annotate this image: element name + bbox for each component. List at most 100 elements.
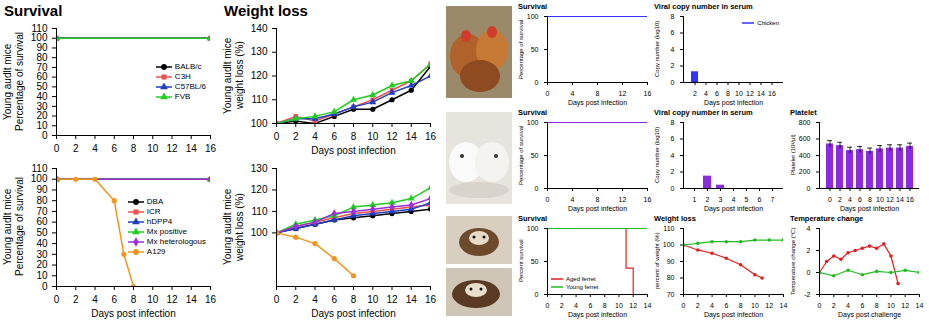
svg-text:0: 0 [274,294,280,305]
svg-text:100: 100 [251,118,268,129]
svg-text:90: 90 [36,184,48,195]
svg-text:Days post infection: Days post infection [311,145,396,156]
svg-text:Days post challenge: Days post challenge [838,311,901,319]
svg-text:50: 50 [531,46,539,53]
svg-text:4: 4 [704,90,708,97]
svg-text:400: 400 [799,152,811,159]
svg-text:Days post infection: Days post infection [704,311,763,319]
svg-text:-2: -2 [804,291,810,298]
svg-text:10: 10 [615,302,623,309]
svg-text:110: 110 [32,23,48,34]
svg-text:60: 60 [36,71,48,82]
svg-text:40: 40 [36,91,48,102]
svg-text:8: 8 [131,143,137,154]
svg-text:6: 6 [860,302,864,309]
svg-text:800: 800 [799,119,811,126]
svg-text:40: 40 [36,238,48,249]
svg-text:110: 110 [252,94,268,105]
svg-text:10: 10 [147,143,159,154]
svg-text:12: 12 [886,196,894,203]
svg-text:4: 4 [312,294,318,305]
svg-text:6: 6 [111,294,117,305]
svg-text:12: 12 [619,196,627,203]
svg-text:50: 50 [36,227,48,238]
svg-text:2: 2 [693,90,697,97]
svg-text:0: 0 [546,302,550,309]
svg-text:50: 50 [36,81,48,92]
svg-text:130: 130 [251,163,268,174]
svg-text:0: 0 [42,130,48,141]
svg-text:12: 12 [629,302,637,309]
svg-text:2: 2 [293,294,299,305]
svg-text:10: 10 [367,294,379,305]
svg-text:1: 1 [693,196,697,203]
svg-text:60: 60 [36,216,48,227]
svg-text:10: 10 [887,302,895,309]
svg-text:3: 3 [719,196,723,203]
svg-text:100: 100 [527,119,539,126]
svg-text:4: 4 [807,225,811,232]
svg-text:2: 2 [671,168,675,175]
svg-text:6: 6 [758,196,762,203]
svg-text:10: 10 [876,196,884,203]
svg-text:16: 16 [205,294,217,305]
svg-text:100: 100 [527,225,539,232]
svg-text:8: 8 [596,196,600,203]
svg-text:12: 12 [166,143,178,154]
svg-text:12: 12 [166,294,178,305]
svg-text:8: 8 [671,13,675,20]
svg-text:110: 110 [663,225,674,232]
svg-text:8: 8 [671,119,675,126]
svg-text:14: 14 [896,196,904,203]
svg-text:10: 10 [751,302,759,309]
svg-text:2: 2 [838,196,842,203]
svg-text:6: 6 [671,135,675,142]
svg-text:120: 120 [251,70,268,81]
svg-text:14: 14 [406,294,418,305]
svg-text:2: 2 [807,247,811,254]
svg-text:4: 4 [92,294,98,305]
svg-text:0: 0 [671,79,675,86]
svg-text:0: 0 [54,294,60,305]
svg-text:4: 4 [732,196,736,203]
svg-text:2: 2 [73,294,79,305]
svg-text:2: 2 [560,302,564,309]
svg-text:0: 0 [828,196,832,203]
svg-text:Days post infection: Days post infection [568,99,627,107]
svg-text:4: 4 [571,196,575,203]
svg-text:90: 90 [36,42,48,53]
svg-text:16: 16 [644,196,652,203]
svg-text:8: 8 [726,90,730,97]
svg-text:8: 8 [131,294,137,305]
svg-text:2: 2 [696,302,700,309]
svg-text:Days post infection: Days post infection [840,205,899,213]
svg-text:0: 0 [807,185,811,192]
svg-text:4: 4 [671,152,675,159]
svg-text:4: 4 [571,90,575,97]
svg-text:6: 6 [671,29,675,36]
svg-text:80: 80 [667,274,675,281]
svg-text:8: 8 [739,302,743,309]
svg-text:14: 14 [406,131,418,142]
svg-text:Days post infection: Days post infection [568,311,627,319]
svg-text:6: 6 [588,302,592,309]
svg-text:6: 6 [331,131,337,142]
svg-text:20: 20 [36,259,48,270]
svg-text:16: 16 [768,90,776,97]
svg-text:0: 0 [682,302,686,309]
svg-text:14: 14 [186,294,198,305]
svg-text:120: 120 [251,184,268,195]
svg-text:5: 5 [745,196,749,203]
svg-text:16: 16 [906,196,914,203]
svg-text:100: 100 [663,241,675,248]
svg-text:Days post infection: Days post infection [704,99,763,107]
svg-text:0: 0 [535,79,539,86]
svg-text:200: 200 [799,168,811,175]
svg-text:6: 6 [111,143,117,154]
svg-text:14: 14 [757,90,765,97]
svg-text:4: 4 [671,46,675,53]
svg-text:0: 0 [807,269,811,276]
svg-text:0: 0 [274,131,280,142]
svg-text:100: 100 [527,13,539,20]
svg-text:30: 30 [36,101,48,112]
